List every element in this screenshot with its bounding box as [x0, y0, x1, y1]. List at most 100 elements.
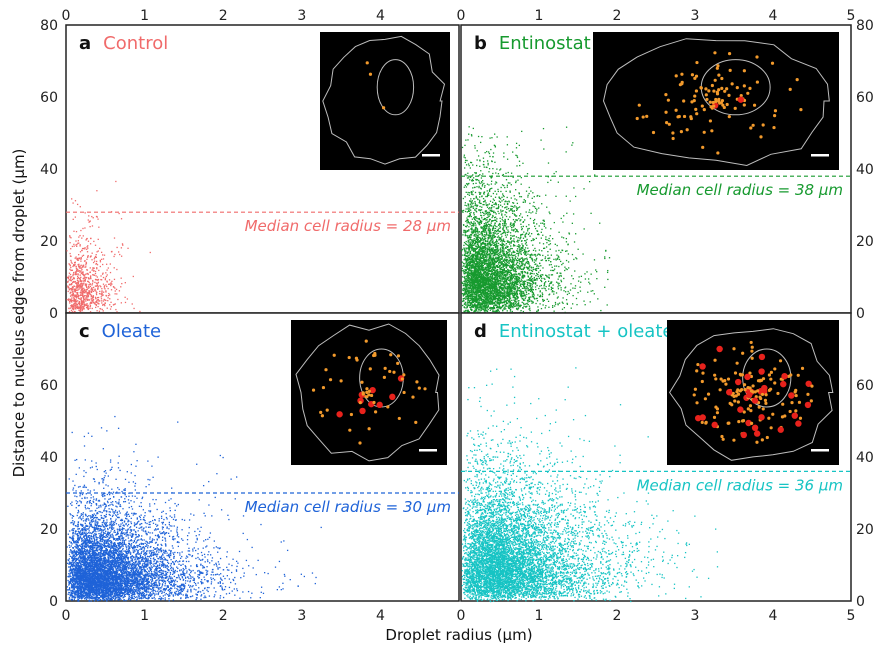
data-point [472, 223, 475, 225]
data-point [512, 223, 514, 225]
data-point [544, 257, 546, 260]
data-point [481, 234, 484, 236]
data-point [503, 280, 505, 282]
data-point [480, 215, 483, 217]
data-point [72, 273, 74, 276]
data-point [487, 259, 489, 261]
data-point [472, 293, 474, 295]
data-point [91, 298, 93, 300]
data-point [508, 249, 510, 252]
data-point [500, 211, 502, 213]
data-point [501, 256, 503, 259]
data-point [89, 291, 91, 293]
data-point [483, 289, 486, 291]
data-point [490, 209, 493, 211]
data-point [566, 212, 568, 214]
data-point [504, 271, 506, 274]
data-point [534, 225, 536, 227]
data-point [532, 301, 534, 303]
data-point [85, 286, 88, 288]
data-point [482, 263, 484, 265]
data-point [486, 251, 488, 253]
data-point [79, 244, 81, 246]
data-point [464, 231, 467, 234]
data-point [486, 217, 488, 219]
data-point [486, 204, 489, 206]
data-point [553, 291, 555, 293]
data-point [483, 166, 485, 168]
data-point [522, 310, 525, 313]
data-point [464, 249, 466, 251]
data-point [73, 277, 75, 280]
data-point [76, 245, 78, 247]
data-point [539, 294, 542, 296]
data-point [473, 267, 476, 269]
data-point [512, 218, 515, 221]
data-point [74, 280, 76, 283]
data-point [507, 287, 509, 289]
data-point [525, 285, 528, 288]
data-point [524, 286, 526, 288]
data-point [91, 259, 93, 261]
data-point [91, 284, 93, 286]
data-point [503, 286, 506, 288]
data-point [68, 275, 70, 277]
data-point [490, 257, 492, 259]
data-point [588, 281, 590, 283]
data-point [573, 258, 575, 261]
data-point [516, 266, 518, 268]
data-point [484, 260, 487, 263]
data-point [500, 238, 502, 240]
data-point [521, 271, 524, 274]
data-point [81, 304, 83, 306]
data-point [477, 283, 479, 285]
data-point [89, 267, 91, 269]
data-point [548, 264, 551, 266]
data-point [91, 252, 93, 254]
data-point [79, 286, 81, 288]
data-point [483, 302, 485, 304]
data-point [473, 288, 475, 290]
data-point [149, 251, 151, 254]
data-point [482, 179, 484, 182]
data-point [85, 264, 87, 266]
data-point [504, 284, 506, 286]
data-point [480, 249, 483, 251]
data-point [97, 288, 99, 290]
data-point [482, 288, 485, 291]
data-point [562, 237, 565, 239]
data-point [480, 244, 482, 246]
data-point [497, 232, 499, 235]
data-point [84, 266, 86, 268]
data-point [463, 241, 466, 244]
data-point [483, 250, 485, 252]
data-point [507, 218, 509, 221]
data-point [486, 249, 489, 251]
data-point [520, 219, 522, 221]
data-point [513, 273, 515, 275]
data-point [504, 231, 506, 233]
data-point [538, 265, 540, 267]
data-point [503, 308, 505, 310]
data-point [542, 247, 545, 250]
data-point [505, 211, 508, 214]
data-point [81, 255, 84, 257]
data-point [505, 251, 508, 253]
data-point [529, 269, 531, 271]
data-point [536, 233, 539, 236]
data-point [512, 302, 515, 304]
data-point [517, 265, 520, 267]
data-point [494, 230, 496, 232]
data-point [495, 244, 498, 247]
data-point [463, 282, 465, 284]
data-point [490, 244, 492, 246]
data-point [472, 187, 474, 189]
data-point [505, 300, 507, 302]
data-point [491, 310, 494, 312]
data-point [531, 260, 534, 262]
data-point [77, 305, 79, 308]
data-point [492, 156, 494, 158]
data-point [470, 228, 472, 230]
data-point [486, 240, 488, 242]
data-point [490, 303, 493, 305]
